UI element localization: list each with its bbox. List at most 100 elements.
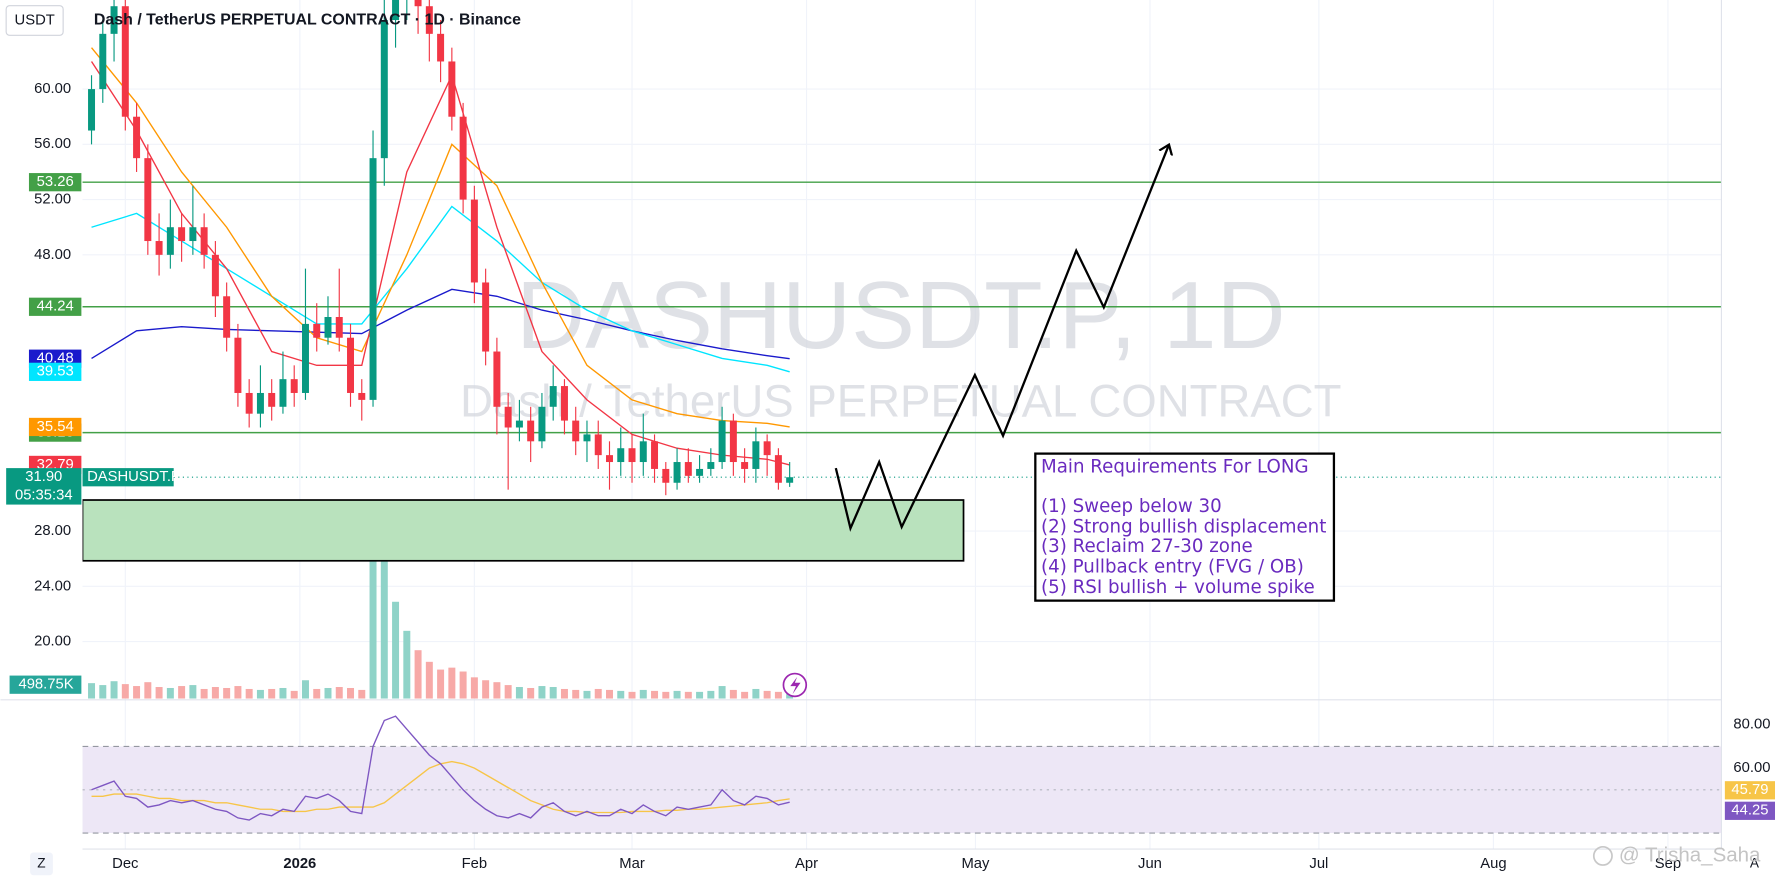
candle-body xyxy=(335,317,343,338)
candle-body xyxy=(425,6,433,34)
volume-label: 498.75K xyxy=(18,677,73,693)
volume-bar xyxy=(268,688,276,699)
volume-bar xyxy=(538,686,546,699)
candle-body xyxy=(752,441,760,469)
candle-body xyxy=(707,462,715,469)
x-tick-label: Feb xyxy=(462,856,488,872)
candle-body xyxy=(347,337,355,393)
candle-body xyxy=(718,420,726,463)
volume-bar xyxy=(88,683,96,699)
candle-body xyxy=(268,392,276,407)
volume-bar xyxy=(617,690,625,699)
annotation-item: (5) RSI bullish + volume spike xyxy=(1041,577,1315,598)
candle-body xyxy=(110,6,118,34)
volume-bar xyxy=(572,689,580,699)
annotation-item: (2) Strong bullish displacement xyxy=(1041,517,1326,538)
volume-bar xyxy=(459,671,467,699)
volume-bar xyxy=(256,689,264,699)
candle-body xyxy=(290,379,298,393)
candle-body xyxy=(594,434,602,456)
candle-body xyxy=(696,468,704,476)
x-tick-label: Dec xyxy=(112,856,139,872)
rsi-value-label: 44.25 xyxy=(1731,803,1768,819)
volume-bar xyxy=(786,693,794,699)
y-tick-label: 48.00 xyxy=(34,247,71,263)
volume-bar xyxy=(335,687,343,699)
candle-body xyxy=(741,462,749,469)
y-tick-label: 56.00 xyxy=(34,136,71,152)
currency-button[interactable] xyxy=(5,5,64,36)
rsi-tick-label: 80.00 xyxy=(1733,717,1770,733)
moving-average xyxy=(91,205,790,373)
candle-body xyxy=(628,448,636,463)
volume-label-box xyxy=(9,675,82,694)
volume-bar xyxy=(245,688,253,699)
candle-body xyxy=(369,158,377,400)
candle-body xyxy=(459,116,467,200)
volume-bar xyxy=(144,682,152,699)
volume-bar xyxy=(234,686,242,699)
candle-body xyxy=(729,420,737,463)
moving-average xyxy=(91,288,790,360)
volume-bar xyxy=(594,688,602,699)
candle-body xyxy=(99,33,107,90)
currency[interactable]: USDT xyxy=(15,12,55,28)
volume-bar xyxy=(560,688,568,699)
volume-bar xyxy=(606,689,613,699)
rsi-value-label: 45.79 xyxy=(1731,782,1768,798)
x-tick-label: May xyxy=(961,856,990,872)
volume-bar xyxy=(741,691,749,699)
volume-bar xyxy=(482,680,490,699)
candle-body xyxy=(200,227,208,255)
ma-label: 39.53 xyxy=(37,364,74,380)
auto-button-label[interactable]: A xyxy=(1750,856,1760,871)
candle-body xyxy=(133,116,141,159)
demand-zone xyxy=(82,499,965,562)
y-tick-label: 28.00 xyxy=(34,523,71,539)
zoom-button[interactable] xyxy=(30,852,53,876)
countdown: 05:35:34 xyxy=(15,487,73,503)
volume-bar xyxy=(324,687,332,699)
rsi-pane xyxy=(82,715,1722,834)
annotation-item: (3) Reclaim 27-30 zone xyxy=(1041,536,1253,557)
zoom-button-label[interactable]: Z xyxy=(37,856,45,871)
candle-body xyxy=(437,33,445,62)
candle-body xyxy=(786,477,794,483)
plot: 20.00 24.00 28.00 48.00 52.00 56.00 60.00 Dec 20… xyxy=(6,0,1775,872)
candle-body xyxy=(178,227,186,242)
level-label-box xyxy=(28,297,82,316)
ma-label: 35.54 xyxy=(37,419,74,435)
volume-bar xyxy=(628,691,636,699)
volume-bar xyxy=(763,690,771,699)
y-tick-label: 60.00 xyxy=(34,81,71,97)
candle-body xyxy=(144,158,152,242)
candle-body xyxy=(234,337,242,393)
symbol-tag-box xyxy=(82,468,174,487)
candle-body xyxy=(583,434,591,442)
candle-body xyxy=(155,241,163,255)
candle-body xyxy=(560,386,568,421)
candle-body xyxy=(166,227,174,255)
candle-body xyxy=(211,254,219,297)
volume-bar xyxy=(133,686,141,699)
volume-bar xyxy=(279,687,287,699)
volume-bar xyxy=(189,685,197,699)
volume-bar xyxy=(774,691,782,699)
x-tick-label: Jul xyxy=(1309,856,1328,872)
candle-body xyxy=(504,406,512,428)
annotation-box xyxy=(1034,452,1336,602)
x-tick-label: Sep xyxy=(1655,856,1681,872)
volume-bar xyxy=(549,687,557,699)
alert-icon-bolt xyxy=(790,676,801,695)
candle-body xyxy=(549,386,557,407)
rsi-value-box xyxy=(1724,801,1775,820)
candle-body xyxy=(256,392,264,414)
volume-bar xyxy=(200,688,208,699)
level-label: 53.26 xyxy=(37,174,74,190)
rsi-line xyxy=(91,715,790,821)
y-tick-label: 24.00 xyxy=(34,578,71,594)
rsi-value-box xyxy=(1724,781,1775,800)
